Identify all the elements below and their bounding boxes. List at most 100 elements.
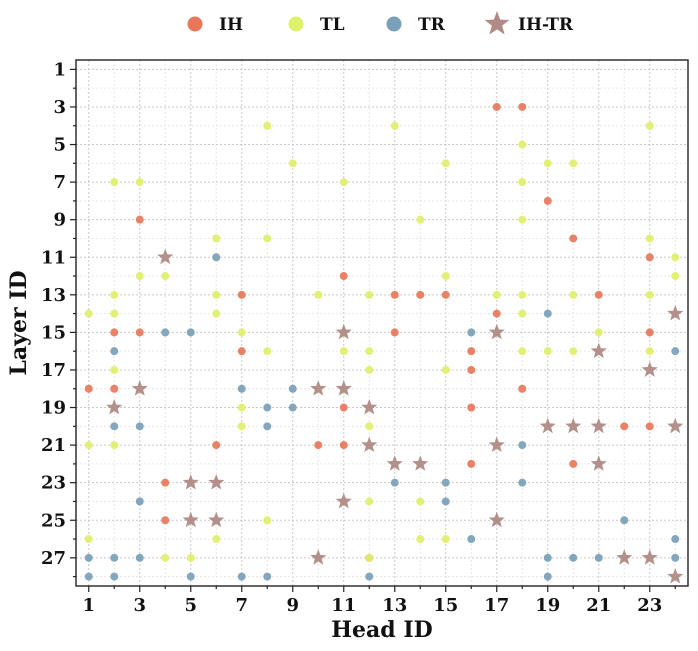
- data-point: [518, 102, 527, 111]
- data-point: [441, 272, 450, 281]
- data-point: [365, 553, 374, 562]
- data-point: [263, 347, 272, 356]
- data-point: [645, 290, 654, 299]
- x-tick-label: 15: [433, 595, 458, 616]
- legend-label: TL: [320, 15, 345, 35]
- data-point: [543, 159, 552, 168]
- data-point-star: [590, 455, 607, 471]
- data-point: [492, 309, 501, 318]
- data-point: [84, 384, 93, 393]
- data-point: [518, 309, 527, 318]
- data-point: [569, 553, 578, 562]
- data-point-star: [157, 248, 174, 265]
- y-tick-label: 27: [41, 548, 66, 569]
- data-point: [288, 159, 297, 168]
- series-ih-tr: [106, 248, 684, 584]
- data-point: [84, 535, 93, 544]
- data-point: [492, 102, 501, 111]
- data-point: [441, 290, 450, 299]
- data-point: [365, 497, 374, 506]
- data-point: [135, 272, 144, 281]
- y-tick-label: 1: [53, 59, 66, 80]
- data-point: [186, 328, 195, 337]
- data-point: [467, 459, 476, 468]
- data-point: [620, 422, 629, 431]
- data-point: [288, 384, 297, 393]
- x-tick-label: 23: [637, 595, 662, 616]
- data-point: [543, 553, 552, 562]
- data-point: [110, 347, 119, 356]
- data-point: [135, 497, 144, 506]
- y-tick-label: 17: [41, 360, 66, 381]
- data-point-star: [539, 417, 556, 434]
- data-point: [645, 347, 654, 356]
- data-point: [135, 553, 144, 562]
- data-point: [365, 572, 374, 581]
- y-tick-label: 25: [41, 510, 66, 531]
- data-point-star: [310, 380, 327, 396]
- data-point: [416, 290, 425, 299]
- data-point: [263, 516, 272, 525]
- data-point: [263, 121, 272, 130]
- data-point-star: [641, 361, 658, 377]
- data-point: [161, 553, 170, 562]
- data-point: [110, 309, 119, 318]
- data-point-star: [641, 549, 658, 565]
- grid: [76, 60, 688, 586]
- data-point: [161, 328, 170, 337]
- data-point: [263, 572, 272, 581]
- data-point: [110, 384, 119, 393]
- data-point: [441, 159, 450, 168]
- data-point: [390, 478, 399, 487]
- data-point: [671, 347, 680, 356]
- y-tick-label: 7: [53, 172, 66, 193]
- data-point: [314, 441, 323, 450]
- data-point: [237, 403, 246, 412]
- data-point: [518, 178, 527, 187]
- x-tick-label: 21: [586, 595, 611, 616]
- data-point: [518, 290, 527, 299]
- data-point: [84, 553, 93, 562]
- data-point: [518, 384, 527, 393]
- data-point: [288, 403, 297, 412]
- data-point-star: [208, 474, 225, 490]
- data-point: [645, 121, 654, 130]
- y-tick-label: 21: [41, 435, 66, 456]
- y-tick-label: 15: [41, 322, 66, 343]
- y-tick-label: 3: [53, 97, 66, 118]
- data-point: [237, 422, 246, 431]
- data-point-star: [565, 417, 582, 434]
- legend-marker: [386, 16, 402, 32]
- data-point: [441, 535, 450, 544]
- x-tick-label: 9: [286, 595, 299, 616]
- x-tick-label: 19: [535, 595, 560, 616]
- data-point: [416, 535, 425, 544]
- data-point: [110, 553, 119, 562]
- data-point: [645, 422, 654, 431]
- data-point: [671, 253, 680, 262]
- data-point: [84, 309, 93, 318]
- data-point: [135, 178, 144, 187]
- data-point: [110, 422, 119, 431]
- data-point: [212, 309, 221, 318]
- x-tick-label: 11: [331, 595, 356, 616]
- data-point-star: [590, 342, 607, 359]
- y-axis-title: Layer ID: [6, 270, 32, 375]
- data-point: [237, 572, 246, 581]
- data-point-star: [208, 511, 225, 528]
- data-point: [441, 365, 450, 374]
- data-point-star: [182, 474, 199, 490]
- data-point: [518, 441, 527, 450]
- data-point: [645, 234, 654, 243]
- data-point: [569, 347, 578, 356]
- data-point: [339, 403, 348, 412]
- data-point: [620, 516, 629, 525]
- data-points: [84, 102, 684, 584]
- legend-label: IH-TR: [518, 15, 574, 35]
- data-point: [594, 328, 603, 337]
- data-point: [263, 422, 272, 431]
- data-point: [518, 140, 527, 149]
- data-point: [110, 328, 119, 337]
